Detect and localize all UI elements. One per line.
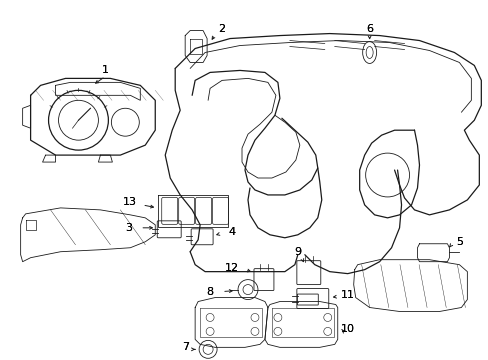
Text: 9: 9: [294, 247, 301, 257]
Text: 6: 6: [366, 24, 372, 33]
Text: 13: 13: [123, 197, 137, 207]
Text: 13: 13: [123, 197, 137, 207]
Text: 2: 2: [218, 24, 225, 33]
Text: 9: 9: [294, 247, 301, 257]
Text: 11: 11: [340, 289, 354, 300]
Text: 1: 1: [102, 66, 109, 76]
Text: 7: 7: [181, 342, 188, 352]
Text: 7: 7: [181, 342, 188, 352]
Text: 10: 10: [340, 324, 354, 334]
Text: 8: 8: [206, 287, 213, 297]
Text: 4: 4: [228, 227, 235, 237]
Text: 3: 3: [124, 223, 132, 233]
Text: 4: 4: [228, 227, 235, 237]
Text: 12: 12: [224, 263, 239, 273]
Text: 5: 5: [455, 237, 462, 247]
Text: 2: 2: [218, 24, 225, 33]
Text: 6: 6: [366, 24, 372, 33]
Text: 12: 12: [224, 263, 239, 273]
Text: 3: 3: [124, 223, 132, 233]
Text: 10: 10: [340, 324, 354, 334]
Text: 1: 1: [102, 66, 109, 76]
Text: 8: 8: [206, 287, 213, 297]
Text: 5: 5: [455, 237, 462, 247]
Text: 11: 11: [340, 289, 354, 300]
